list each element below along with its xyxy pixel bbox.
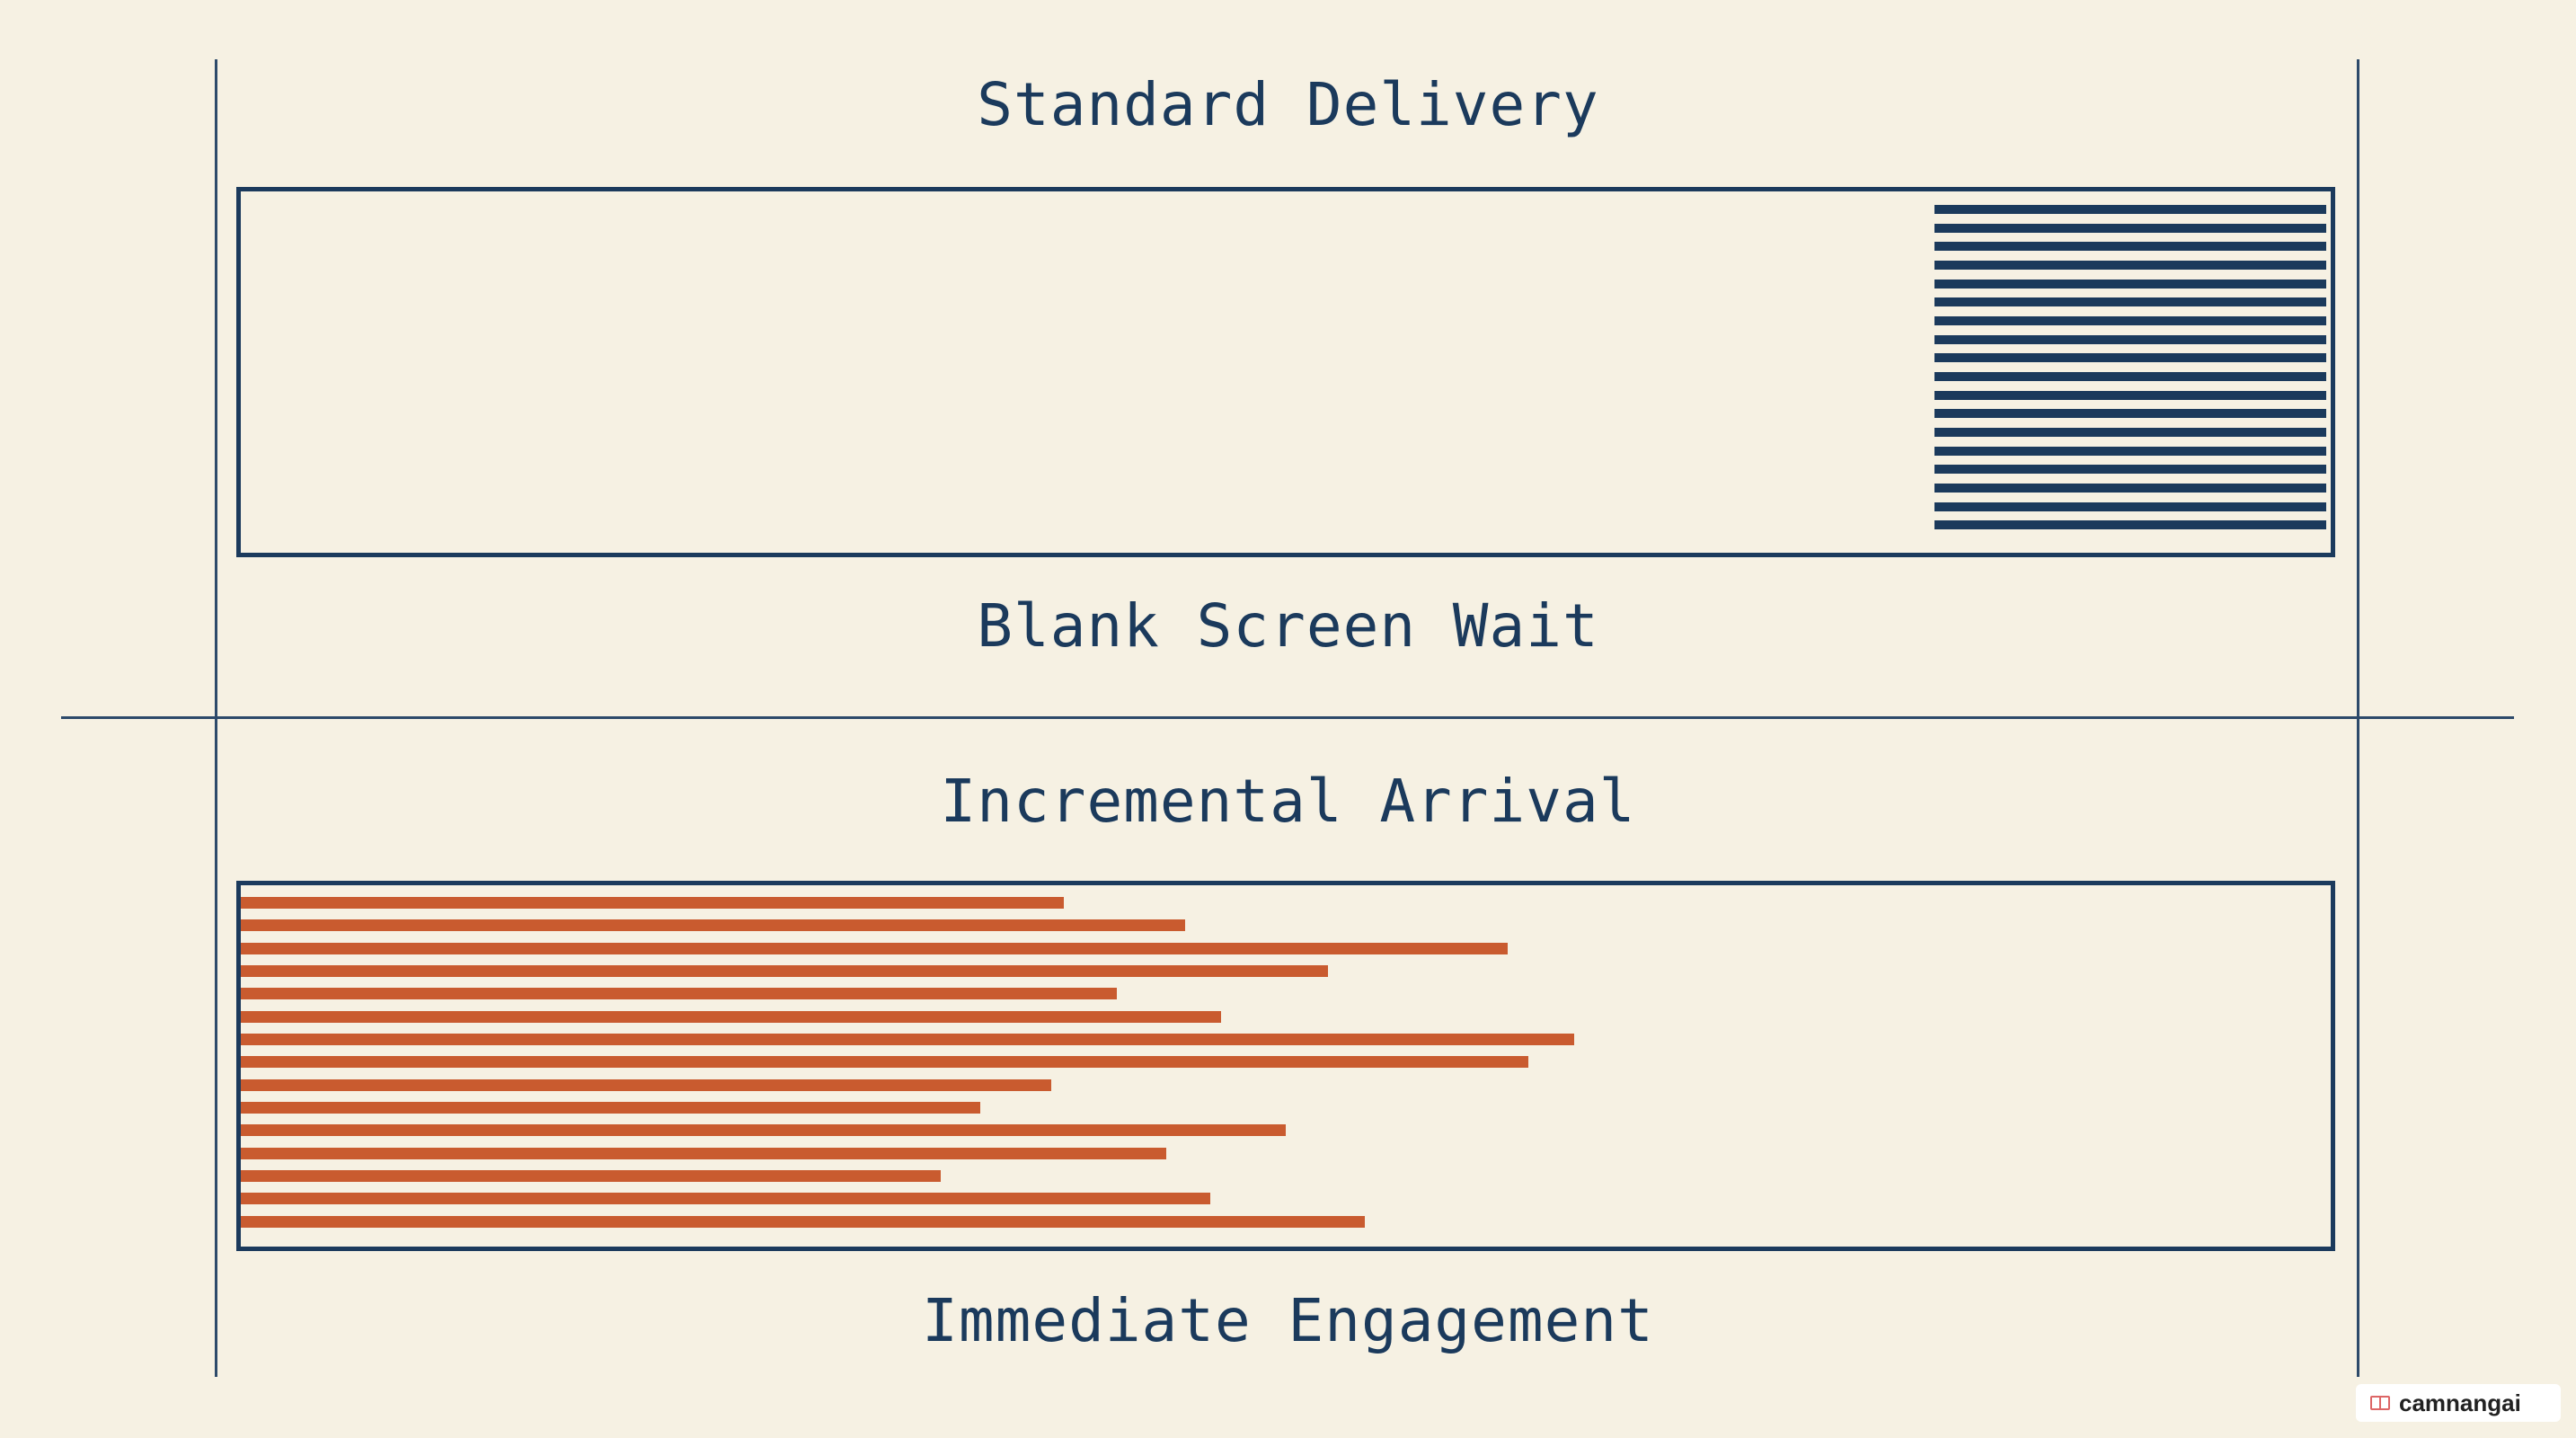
arrival-bar bbox=[241, 1170, 942, 1182]
watermark-badge: camnangai bbox=[2356, 1384, 2561, 1422]
top-section-caption: Blank Screen Wait bbox=[977, 591, 1599, 661]
content-line bbox=[1934, 390, 2326, 400]
content-line bbox=[1934, 223, 2326, 233]
arrival-bar bbox=[241, 1147, 1167, 1159]
arrival-bar bbox=[241, 1010, 1221, 1023]
content-line bbox=[1934, 484, 2326, 493]
arrival-bar bbox=[241, 1102, 981, 1114]
content-line bbox=[1934, 261, 2326, 270]
arrival-bar bbox=[241, 1215, 1366, 1228]
content-line bbox=[1934, 428, 2326, 437]
content-line bbox=[1934, 297, 2326, 307]
book-icon bbox=[2370, 1396, 2390, 1410]
content-line bbox=[1934, 372, 2326, 381]
incremental-arrival-frame bbox=[236, 881, 2335, 1251]
bottom-section-caption: Immediate Engagement bbox=[922, 1286, 1654, 1355]
arrival-bar bbox=[241, 1056, 1528, 1069]
arrival-bar bbox=[241, 919, 1186, 932]
incremental-bars bbox=[241, 897, 2331, 1238]
content-line bbox=[1934, 334, 2326, 344]
content-line bbox=[1934, 316, 2326, 325]
arrival-bar bbox=[241, 897, 1065, 909]
top-section-title: Standard Delivery bbox=[977, 70, 1599, 139]
arrival-bar bbox=[241, 988, 1117, 1000]
content-line bbox=[1934, 520, 2326, 530]
arrival-bar bbox=[241, 1034, 1574, 1045]
arrival-bar bbox=[241, 942, 1508, 954]
arrival-bar bbox=[241, 1193, 1211, 1205]
standard-delivery-frame bbox=[236, 187, 2335, 557]
arrival-bar bbox=[241, 965, 1328, 977]
arrival-bar bbox=[241, 1124, 1286, 1137]
content-line bbox=[1934, 409, 2326, 419]
arrival-bar bbox=[241, 1078, 1052, 1091]
content-line bbox=[1934, 353, 2326, 363]
complete-content-block bbox=[1934, 205, 2326, 539]
badge-label: camnangai bbox=[2399, 1389, 2521, 1416]
content-line bbox=[1934, 205, 2326, 214]
section-divider bbox=[61, 716, 2514, 719]
content-line bbox=[1934, 446, 2326, 456]
content-line bbox=[1934, 502, 2326, 511]
bottom-section-title: Incremental Arrival bbox=[940, 767, 1636, 836]
content-line bbox=[1934, 242, 2326, 252]
content-line bbox=[1934, 279, 2326, 288]
content-line bbox=[1934, 465, 2326, 475]
